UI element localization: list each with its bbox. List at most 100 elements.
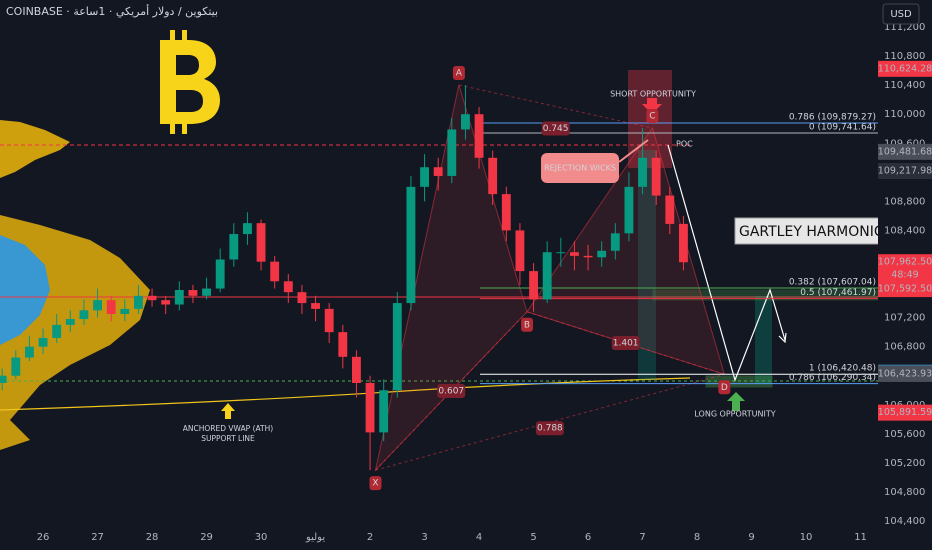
price-marker-label: 109,481.68 bbox=[878, 146, 932, 157]
rejection-label: REJECTION WICKS bbox=[544, 164, 616, 173]
plot-area: GARTLEY HARMONIC PAT 0.786 (109,879.27)0… bbox=[0, 30, 913, 491]
x-tick-label: 11 bbox=[854, 532, 867, 543]
point-badge bbox=[646, 108, 659, 123]
x-tick-label: 8 bbox=[694, 532, 700, 543]
ratio-label: 1.401 bbox=[613, 339, 639, 349]
volume-profile bbox=[0, 120, 70, 178]
projection-arrow bbox=[778, 332, 787, 344]
candle-body bbox=[324, 308, 334, 333]
projection-path bbox=[667, 144, 786, 382]
fib-label: 0.5 (107,461.97) bbox=[800, 288, 876, 298]
x-tick-label: 30 bbox=[255, 532, 268, 543]
currency-label[interactable]: USD bbox=[890, 9, 912, 20]
candle-body bbox=[215, 259, 225, 289]
price-marker bbox=[878, 404, 932, 421]
candle-body bbox=[38, 337, 48, 347]
ratio-badge bbox=[611, 336, 640, 351]
candle-body bbox=[665, 195, 675, 224]
candle-body bbox=[556, 252, 566, 254]
symbol-header: COINBASE · بيتكوين / دولار أمريكي · 1ساع… bbox=[6, 4, 218, 18]
ratio-label: 0.607 bbox=[438, 386, 464, 396]
candle-body bbox=[570, 252, 579, 256]
time-axis: 26 27 28 29 30 يوليو 2 3 4 5 6 7 8 9 10 11 bbox=[0, 525, 932, 550]
y-tick-label: 108,400 bbox=[884, 225, 925, 236]
bitcoin-logo bbox=[182, 30, 187, 42]
x-tick-label: 5 bbox=[530, 532, 536, 543]
x-tick-label: 3 bbox=[421, 532, 427, 543]
x-tick-label: 29 bbox=[200, 532, 213, 543]
price-marker-label: 107,962.50 bbox=[878, 257, 932, 268]
candle-body bbox=[202, 288, 211, 296]
d-zone bbox=[705, 375, 773, 388]
vwap-label: SUPPORT LINE bbox=[201, 434, 255, 443]
candle-body bbox=[447, 129, 457, 176]
candle-body bbox=[461, 114, 470, 130]
candle-body bbox=[433, 167, 443, 176]
candle-body bbox=[338, 332, 348, 357]
candle-body bbox=[52, 324, 62, 338]
highlight bbox=[755, 296, 772, 384]
candle-body bbox=[597, 250, 607, 258]
y-tick-label: 110,800 bbox=[884, 51, 925, 62]
candle-body bbox=[406, 186, 416, 304]
candle-body bbox=[188, 289, 198, 296]
fib-label: 0.382 (107,607.04) bbox=[789, 278, 876, 288]
candle-body bbox=[229, 234, 239, 260]
candle-body bbox=[515, 230, 525, 272]
x-tick-label: 10 bbox=[800, 532, 813, 543]
candle-body bbox=[147, 295, 157, 301]
price-marker-label: 106,423.93 bbox=[878, 368, 932, 379]
rejection-badge bbox=[541, 153, 619, 183]
candle-body bbox=[93, 300, 102, 311]
price-marker bbox=[878, 281, 932, 298]
ratio-label: 0.745 bbox=[543, 124, 569, 134]
highlight bbox=[638, 150, 656, 380]
rejection-pointer bbox=[618, 139, 649, 163]
y-tick-label: 107,200 bbox=[884, 313, 925, 324]
currency-button[interactable] bbox=[882, 3, 920, 25]
candle-body bbox=[311, 303, 320, 309]
candle-body bbox=[134, 295, 143, 309]
candle-body bbox=[65, 319, 75, 325]
y-tick-label: 106,800 bbox=[884, 342, 925, 353]
fib-label: 0.786 (109,879.27) bbox=[789, 112, 876, 122]
x-tick-label: 2 bbox=[367, 532, 373, 543]
x-tick-label: 28 bbox=[146, 532, 159, 543]
point-label: C bbox=[649, 111, 655, 121]
candle-body bbox=[474, 114, 484, 158]
candle-body bbox=[392, 303, 402, 391]
price-marker bbox=[878, 143, 932, 160]
candle-body bbox=[651, 157, 661, 196]
candle-body bbox=[174, 289, 184, 305]
candle-body bbox=[379, 390, 389, 433]
y-tick-label: 108,800 bbox=[884, 196, 925, 207]
pattern-title: GARTLEY HARMONIC PAT bbox=[739, 224, 913, 240]
price-marker-label: 109,217.98 bbox=[878, 166, 932, 177]
candle-body bbox=[243, 223, 252, 235]
short-label: SHORT OPPORTUNITY bbox=[610, 90, 696, 99]
ratio-badge bbox=[541, 121, 570, 136]
bitcoin-logo bbox=[160, 40, 220, 124]
long-arrow bbox=[727, 392, 745, 411]
point-badge bbox=[521, 317, 534, 332]
candle-body bbox=[0, 375, 7, 383]
y-tick-label: 110,400 bbox=[884, 80, 925, 91]
candle-body bbox=[161, 300, 171, 305]
price-marker bbox=[878, 60, 932, 77]
y-tick-label: 110,000 bbox=[884, 109, 925, 120]
fib-label: 0 (109,741.64) bbox=[809, 122, 876, 132]
ratio-badge bbox=[437, 383, 466, 398]
price-marker bbox=[878, 254, 932, 285]
y-tick-label: 104,400 bbox=[884, 516, 925, 527]
price-marker-label: 107,592.50 bbox=[878, 284, 932, 295]
candle-body bbox=[529, 271, 538, 300]
ratio-badge bbox=[535, 421, 564, 436]
candle-body bbox=[25, 346, 34, 358]
candle-body bbox=[106, 300, 116, 314]
x-tick-label: 4 bbox=[476, 532, 482, 543]
price-marker bbox=[878, 365, 932, 382]
countdown: 48:49 bbox=[891, 270, 918, 281]
candle-body bbox=[501, 194, 511, 231]
bitcoin-logo bbox=[182, 122, 187, 134]
